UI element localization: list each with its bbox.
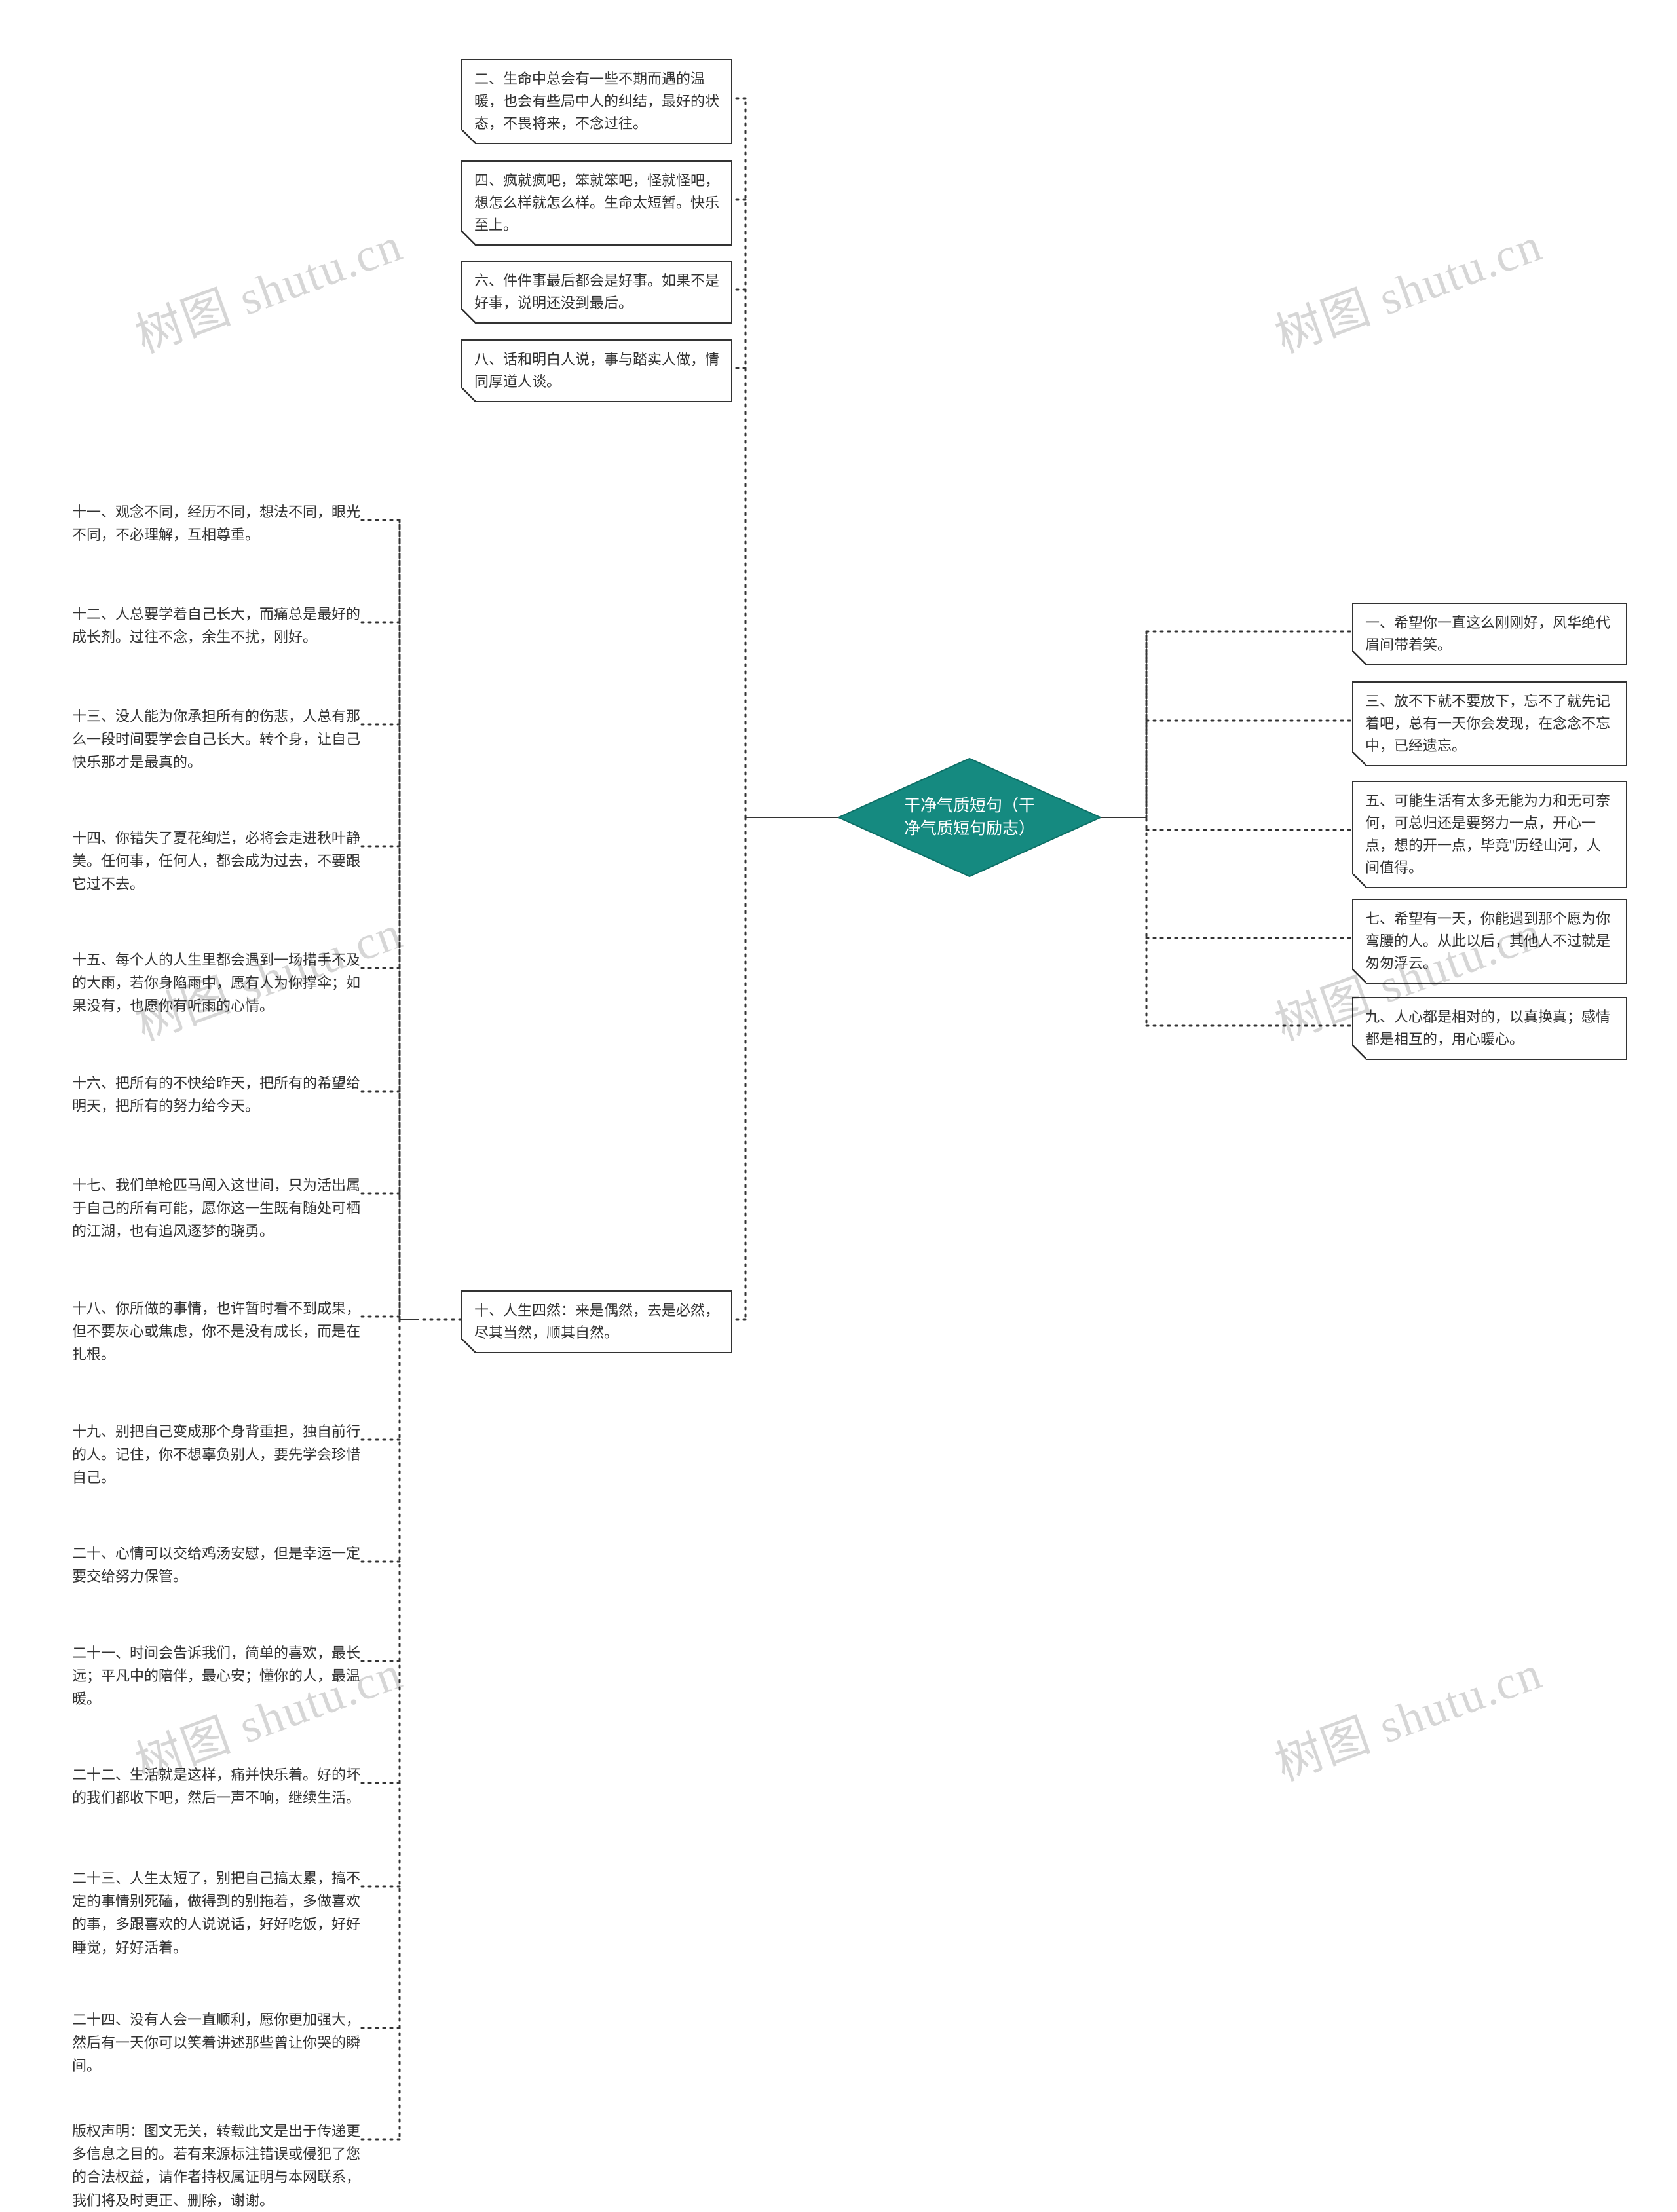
branch-node-text: 三、放不下就不要放下，忘不了就先记着吧，总有一天你会发现，在念念不忘中，已经遗忘… [1365,693,1610,754]
branch-node-text: 七、希望有一天，你能遇到那个愿为你弯腰的人。从此以后，其他人不过就是匆匆浮云。 [1365,910,1610,971]
branch-node: 四、疯就疯吧，笨就笨吧，怪就怪吧，想怎么样就怎么样。生命太短暂。快乐至上。 [461,160,732,246]
branch-node: 一、希望你一直这么刚刚好，风华绝代眉间带着笑。 [1352,603,1627,665]
branch-textnode: 十七、我们单枪匹马闯入这世间，只为活出属于自己的所有可能，愿你这一生既有随处可栖… [72,1174,360,1243]
branch-textnode: 十一、观念不同，经历不同，想法不同，眼光不同，不必理解，互相尊重。 [72,500,360,546]
branch-textnode: 十四、你错失了夏花绚烂，必将会走进秋叶静美。任何事，任何人，都会成为过去，不要跟… [72,827,360,896]
mindmap-canvas: 干净气质短句（干净气质短句励志） 二、生命中总会有一些不期而遇的温暖，也会有些局… [0,0,1677,2177]
branch-node-text: 六、件件事最后都会是好事。如果不是好事，说明还没到最后。 [474,272,719,311]
branch-textnode: 十五、每个人的人生里都会遇到一场措手不及的大雨，若你身陷雨中，愿有人为你撑伞；如… [72,948,360,1018]
branch-node: 五、可能生活有太多无能为力和无可奈何，可总归还是要努力一点，开心一点，想的开一点… [1352,781,1627,888]
branch-node-text: 八、话和明白人说，事与踏实人做，情同厚道人谈。 [474,351,719,390]
center-node-label: 干净气质短句（干净气质短句励志） [897,795,1042,840]
branch-textnode: 二十、心情可以交给鸡汤安慰，但是幸运一定要交给努力保管。 [72,1542,360,1588]
branch-textnode: 二十三、人生太短了，别把自己搞太累，搞不定的事情别死磕，做得到的别拖着，多做喜欢… [72,1867,360,1959]
branch-node-text: 二、生命中总会有一些不期而遇的温暖，也会有些局中人的纠结，最好的状态，不畏将来，… [474,71,719,132]
branch-node-text: 一、希望你一直这么刚刚好，风华绝代眉间带着笑。 [1365,614,1610,653]
branch-node: 七、希望有一天，你能遇到那个愿为你弯腰的人。从此以后，其他人不过就是匆匆浮云。 [1352,899,1627,984]
branch-node: 八、话和明白人说，事与踏实人做，情同厚道人谈。 [461,339,732,402]
branch-textnode: 十二、人总要学着自己长大，而痛总是最好的成长剂。过往不念，余生不扰，刚好。 [72,603,360,648]
branch-textnode: 二十一、时间会告诉我们，简单的喜欢，最长远；平凡中的陪伴，最心安；懂你的人，最温… [72,1641,360,1711]
branch-node: 三、放不下就不要放下，忘不了就先记着吧，总有一天你会发现，在念念不忘中，已经遗忘… [1352,681,1627,766]
branch-node-text: 五、可能生活有太多无能为力和无可奈何，可总归还是要努力一点，开心一点，想的开一点… [1365,793,1610,876]
branch-textnode: 二十四、没有人会一直顺利，愿你更加强大，然后有一天你可以笑着讲述那些曾让你哭的瞬… [72,2008,360,2078]
branch-textnode: 十九、别把自己变成那个身背重担，独自前行的人。记住，你不想辜负别人，要先学会珍惜… [72,1420,360,1490]
branch-node: 九、人心都是相对的，以真换真；感情都是相互的，用心暖心。 [1352,997,1627,1060]
branch-textnode: 二十二、生活就是这样，痛并快乐着。好的坏的我们都收下吧，然后一声不响，继续生活。 [72,1763,360,1809]
branch-node-text: 九、人心都是相对的，以真换真；感情都是相互的，用心暖心。 [1365,1009,1610,1047]
branch-node: 二、生命中总会有一些不期而遇的温暖，也会有些局中人的纠结，最好的状态，不畏将来，… [461,59,732,144]
branch-textnode: 十八、你所做的事情，也许暂时看不到成果，但不要灰心或焦虑，你不是没有成长，而是在… [72,1297,360,1366]
branch-textnode: 十三、没人能为你承担所有的伤悲，人总有那么一段时间要学会自己长大。转个身，让自己… [72,705,360,774]
branch-node: 十、人生四然：来是偶然，去是必然，尽其当然，顺其自然。 [461,1290,732,1353]
branch-node-text: 十、人生四然：来是偶然，去是必然，尽其当然，顺其自然。 [474,1302,719,1341]
branch-node-text: 四、疯就疯吧，笨就笨吧，怪就怪吧，想怎么样就怎么样。生命太短暂。快乐至上。 [474,172,719,233]
copyright-text: 版权声明：图文无关，转载此文是出于传递更多信息之目的。若有来源标注错误或侵犯了您… [72,2120,360,2212]
branch-textnode: 十六、把所有的不快给昨天，把所有的希望给明天，把所有的努力给今天。 [72,1072,360,1117]
branch-node: 六、件件事最后都会是好事。如果不是好事，说明还没到最后。 [461,261,732,324]
